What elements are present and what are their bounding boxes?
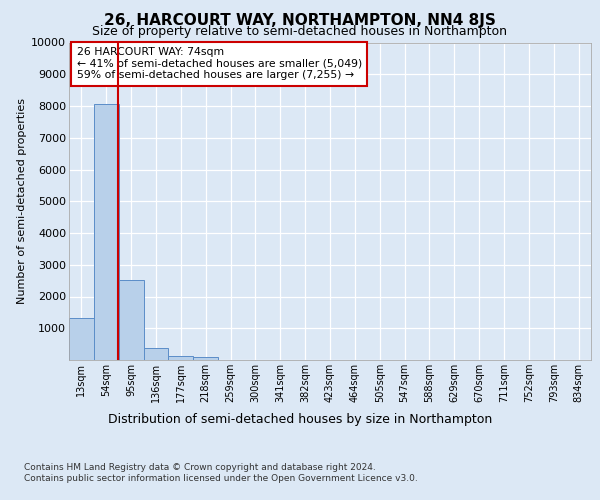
Bar (143, 348, 169, 360)
Text: Contains public sector information licensed under the Open Government Licence v3: Contains public sector information licen… (24, 474, 418, 483)
Text: 26, HARCOURT WAY, NORTHAMPTON, NN4 8JS: 26, HARCOURT WAY, NORTHAMPTON, NN4 8JS (104, 12, 496, 28)
Bar (69, 318, 94, 360)
Text: Size of property relative to semi-detached houses in Northampton: Size of property relative to semi-detach… (92, 25, 508, 38)
Text: 26 HARCOURT WAY: 74sqm
← 41% of semi-detached houses are smaller (5,049)
59% of : 26 HARCOURT WAY: 74sqm ← 41% of semi-det… (77, 48, 362, 80)
Bar (94, 104, 119, 360)
Bar (169, 356, 193, 360)
Y-axis label: Number of semi-detached properties: Number of semi-detached properties (17, 98, 27, 304)
Bar (193, 358, 218, 360)
Text: Contains HM Land Registry data © Crown copyright and database right 2024.: Contains HM Land Registry data © Crown c… (24, 462, 376, 471)
Bar (119, 280, 143, 360)
Text: Distribution of semi-detached houses by size in Northampton: Distribution of semi-detached houses by … (108, 412, 492, 426)
